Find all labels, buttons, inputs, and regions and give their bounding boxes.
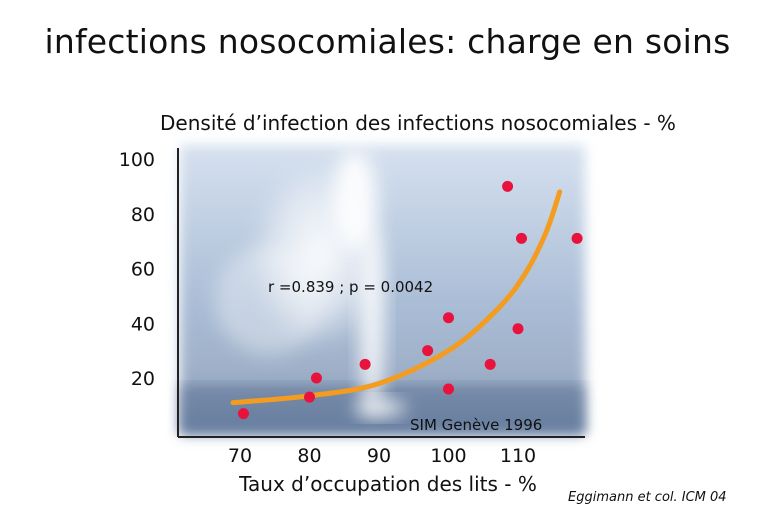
y-tick-40: 40 <box>131 313 155 335</box>
data-point-7 <box>443 383 454 395</box>
x-tick-100: 100 <box>430 445 466 467</box>
x-tick-labels: 70 80 90 100 110 <box>228 445 536 467</box>
data-point-6 <box>443 312 454 324</box>
data-point-2 <box>304 391 315 403</box>
data-point-11 <box>515 232 527 244</box>
data-points <box>237 180 583 420</box>
data-point-12 <box>571 232 583 244</box>
x-tick-70: 70 <box>228 445 252 467</box>
y-tick-20: 20 <box>131 368 155 390</box>
data-point-10 <box>512 323 524 335</box>
x-tick-110: 110 <box>500 445 536 467</box>
credit-text: Eggimann et col. ICM 04 <box>568 490 727 505</box>
source-annotation: SIM Genève 1996 <box>410 416 542 434</box>
stats-annotation: r =0.839 ; p = 0.0042 <box>268 278 433 296</box>
y-tick-60: 60 <box>131 259 155 281</box>
data-point-4 <box>359 358 371 370</box>
data-point-3 <box>310 372 322 384</box>
x-tick-80: 80 <box>297 445 321 467</box>
data-point-1 <box>237 408 249 420</box>
data-point-8 <box>484 358 496 370</box>
y-axis-label: Densité d’infection des infections nosoc… <box>160 111 676 135</box>
data-point-9 <box>502 180 514 192</box>
y-tick-100: 100 <box>119 149 155 171</box>
fountain-photo <box>180 145 585 435</box>
y-tick-80: 80 <box>131 204 155 226</box>
x-axis-label: Taux d’occupation des lits - % <box>238 472 537 496</box>
slide-title: infections nosocomiales: charge en soins <box>44 22 731 61</box>
data-point-5 <box>422 345 434 357</box>
y-tick-labels: 20 40 60 80 100 <box>119 149 155 390</box>
x-tick-90: 90 <box>367 445 391 467</box>
